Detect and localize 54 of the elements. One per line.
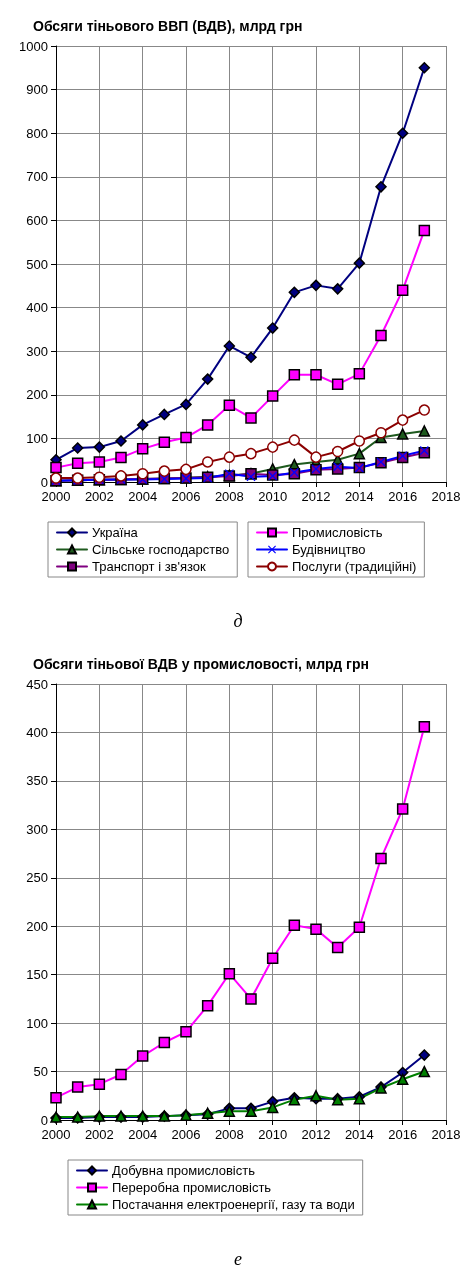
x-tick-label: 2018 <box>431 489 461 504</box>
y-tick-label: 500 <box>26 256 48 272</box>
chart-title: Обсяги тіньового ВВП (ВДВ), млрд грн <box>33 18 303 34</box>
y-tick-label: 0 <box>40 474 48 490</box>
x-tick-label: 2006 <box>171 1127 201 1142</box>
y-tick-label: 300 <box>26 343 48 359</box>
y-tick-label: 400 <box>26 724 48 740</box>
text: д <box>233 611 243 631</box>
text: е <box>234 1249 243 1269</box>
x-tick-label: 2014 <box>344 1127 374 1142</box>
x-tick-label: 2014 <box>344 489 374 504</box>
legend-label: Постачання електроенергії, газу та води <box>112 1197 355 1212</box>
legend-label: Промисловість <box>292 525 383 540</box>
legend-label: Добувна промисловість <box>112 1163 256 1178</box>
x-tick-label: 2018 <box>431 1127 461 1142</box>
legend-label: Будівництво <box>292 542 366 557</box>
x-tick-label: 2008 <box>214 489 244 504</box>
x-tick-label: 2012 <box>301 489 331 504</box>
legend-label: Послуги (традиційні) <box>292 559 417 574</box>
x-tick-label: 2002 <box>84 489 114 504</box>
y-tick-label: 350 <box>26 773 48 789</box>
y-tick-label: 50 <box>33 1064 48 1080</box>
y-tick-label: 100 <box>26 430 48 446</box>
x-tick-label: 2000 <box>41 489 71 504</box>
y-tick-label: 250 <box>26 870 48 886</box>
x-tick-label: 2004 <box>128 1127 158 1142</box>
legend-label: Переробна промисловість <box>112 1180 272 1195</box>
x-tick-label: 2002 <box>84 1127 114 1142</box>
y-tick-label: 1000 <box>19 38 48 54</box>
y-tick-label: 300 <box>26 821 48 837</box>
y-tick-label: 200 <box>26 387 48 403</box>
x-tick-label: 2012 <box>301 1127 331 1142</box>
y-tick-label: 800 <box>26 125 48 141</box>
y-tick-label: 400 <box>26 300 48 316</box>
x-tick-label: 2016 <box>388 489 418 504</box>
x-tick-label: 2008 <box>214 1127 244 1142</box>
y-tick-label: 0 <box>40 1112 48 1128</box>
x-tick-label: 2006 <box>171 489 201 504</box>
y-tick-label: 900 <box>26 82 48 98</box>
y-tick-label: 450 <box>26 676 48 692</box>
x-tick-label: 2016 <box>388 1127 418 1142</box>
y-tick-label: 600 <box>26 212 48 228</box>
y-tick-label: 700 <box>26 169 48 185</box>
x-tick-label: 2010 <box>258 489 288 504</box>
chart-title: Обсяги тіньової ВДВ у промисловості, млрд грн <box>33 656 369 672</box>
x-tick-label: 2010 <box>258 1127 288 1142</box>
y-tick-label: 100 <box>26 1015 48 1031</box>
x-tick-label: 2004 <box>128 489 158 504</box>
x-tick-label: 2000 <box>41 1127 71 1142</box>
legend-label: Україна <box>92 525 139 540</box>
y-tick-label: 150 <box>26 967 48 983</box>
legend-label: Сільське господарство <box>92 542 230 557</box>
legend-label: Транспорт і зв'язок <box>92 559 207 574</box>
y-tick-label: 200 <box>26 918 48 934</box>
